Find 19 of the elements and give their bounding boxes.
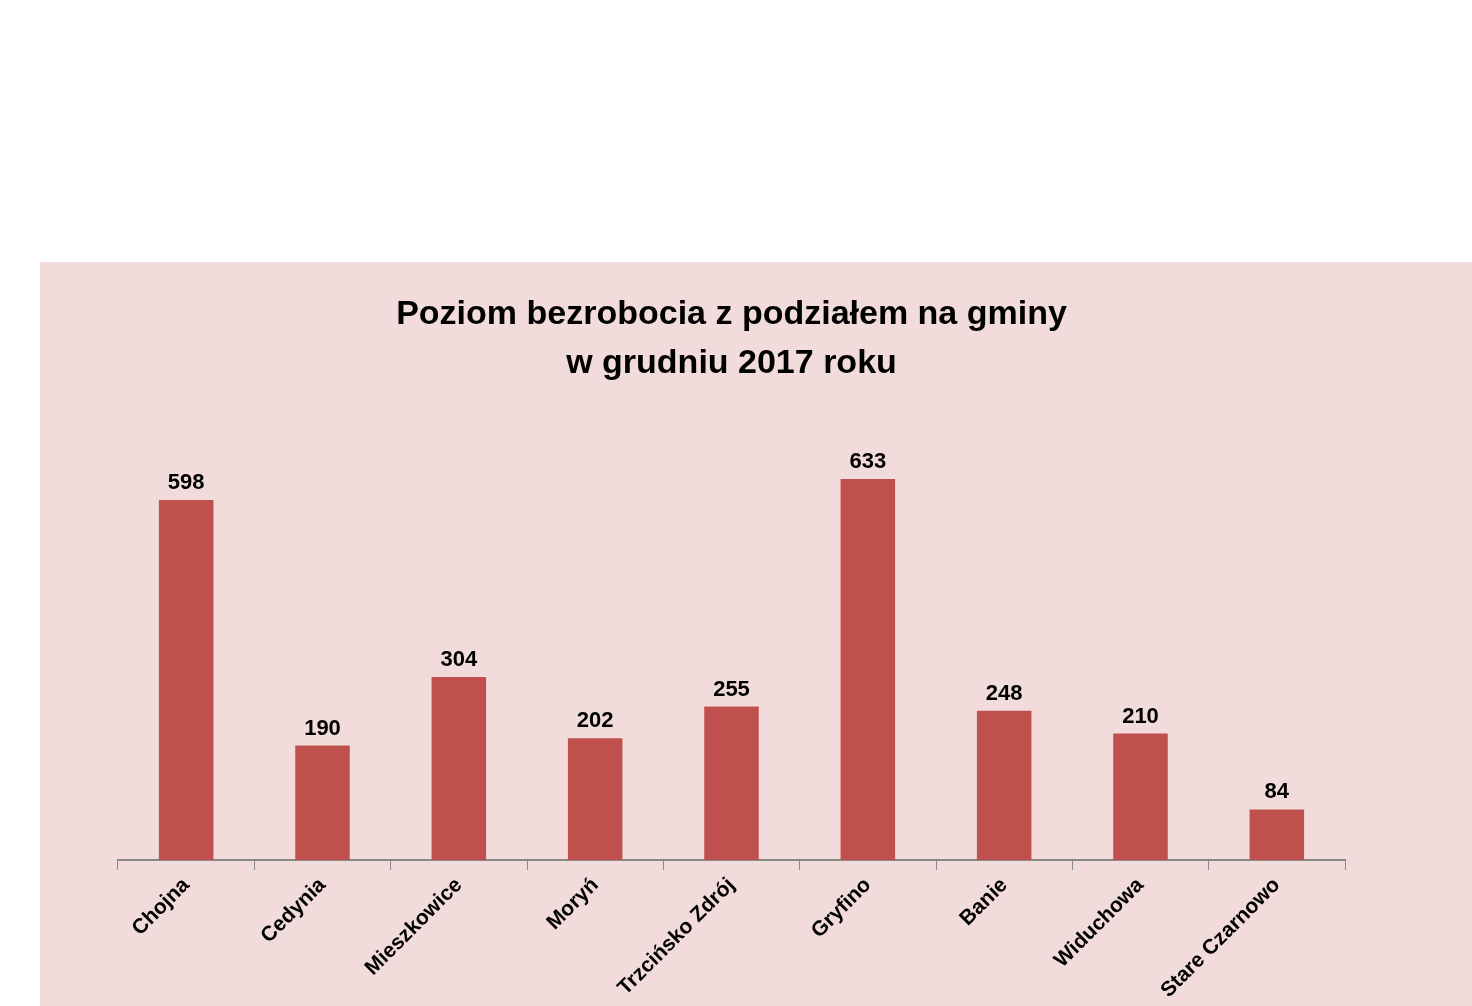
data-label: 190 [304, 714, 341, 740]
data-label: 255 [713, 675, 750, 701]
data-label: 84 [1264, 778, 1290, 804]
data-label: 304 [440, 646, 478, 672]
data-label: 248 [985, 679, 1023, 705]
data-label: 633 [849, 447, 887, 473]
bar [431, 676, 487, 860]
bar [567, 738, 623, 860]
data-label: 210 [1122, 702, 1159, 728]
bar [1113, 733, 1168, 860]
chart-title: Poziom bezrobocia z podziałem na gminy w grudniu 2017 roku [396, 293, 1067, 381]
bar [704, 706, 759, 860]
bar [1249, 809, 1305, 860]
bar [976, 710, 1032, 860]
bar [840, 478, 896, 860]
data-label: 598 [167, 469, 205, 495]
bar [295, 745, 350, 860]
data-label: 202 [576, 707, 614, 733]
bar [158, 500, 214, 860]
